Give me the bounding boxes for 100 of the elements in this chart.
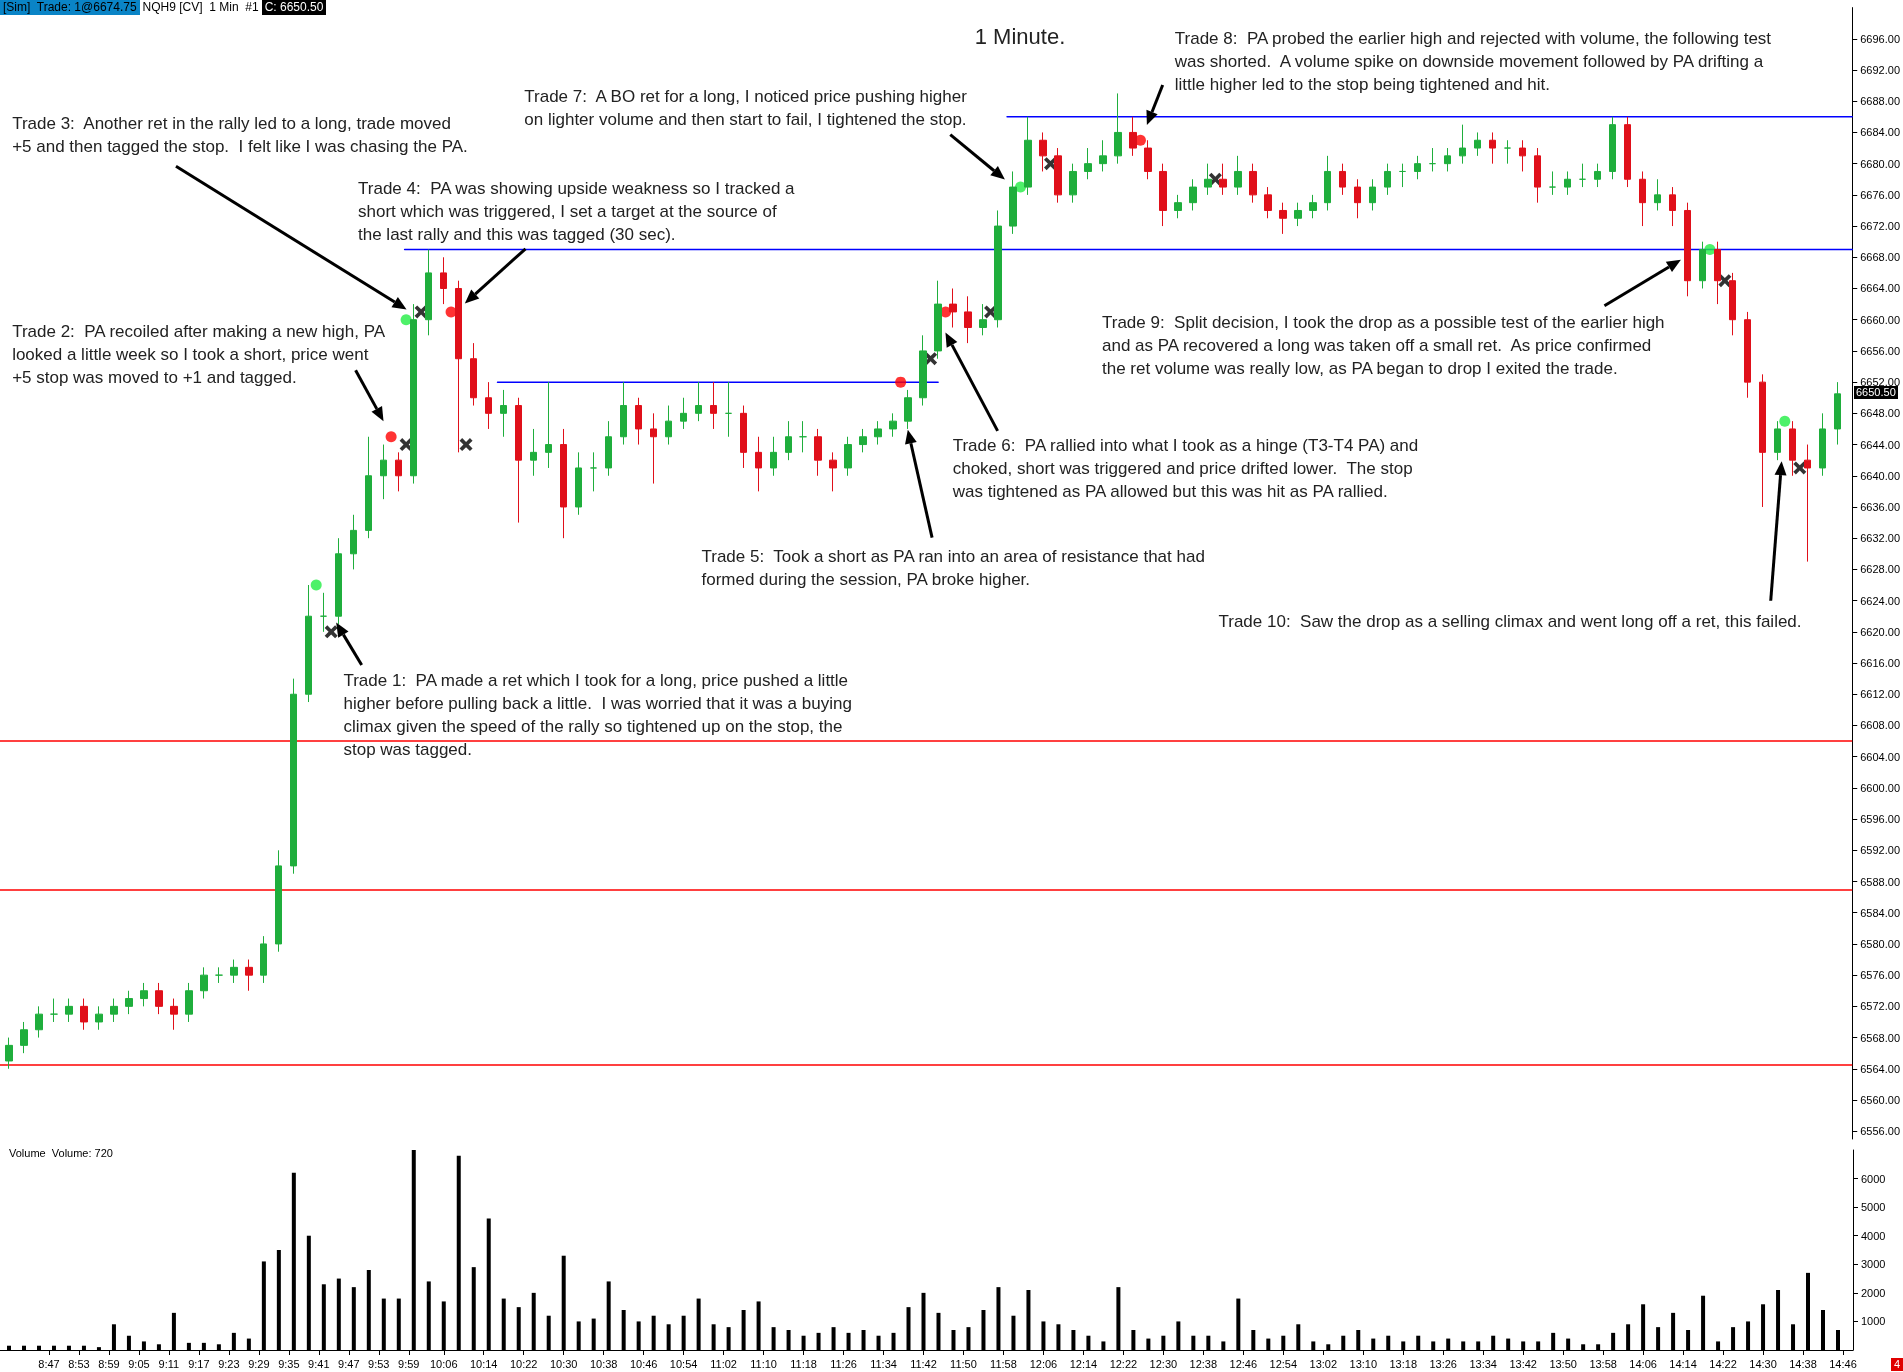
x-tick-label: 13:26 (1429, 1357, 1457, 1370)
x-tick-label: 12:38 (1189, 1357, 1218, 1370)
x-tick-label: 9:29 (248, 1357, 270, 1370)
annotation: Trade 7: A BO ret for a long, I noticed price pushing higher on lighter volume and then start to fail, I tightened the stop. (524, 85, 968, 131)
y-tick-label: 6640.00 (1860, 469, 1900, 482)
y-tick-label: 6688.00 (1860, 95, 1900, 108)
x-tick-label: 14:14 (1669, 1357, 1697, 1370)
x-tick-label: 13:58 (1589, 1357, 1617, 1370)
x-tick-label: 10:22 (509, 1357, 538, 1370)
x-tick-label: 9:59 (398, 1357, 420, 1370)
y-tick-label: 6636.00 (1860, 500, 1900, 513)
text: 1 Minute. (974, 23, 1066, 49)
y-tick-label: 6660.00 (1860, 313, 1900, 326)
x-tick-label: 12:06 (1029, 1357, 1058, 1370)
annotation: Trade 6: PA rallied into what I took as a hinge (T3-T4 PA) and choked, short was triggered and price drifted lower. The stop was tightened as PA allowed but this was hit as PA rallied. (952, 435, 1420, 504)
chart-title: Volume Volume: 720 (9, 1146, 113, 1159)
y-tick-label: 6616.00 (1860, 657, 1900, 670)
y-tick-label: 6648.00 (1860, 407, 1900, 420)
y-tick-label: 6604.00 (1860, 750, 1900, 763)
x-tick-label: 11:58 (990, 1357, 1017, 1370)
annotation: Trade 2: PA recoiled after making a new high, PA looked a little week so I took a short, price went +5 stop was moved to +1 and tagged. (12, 321, 386, 390)
y-tick-label: 6608.00 (1860, 719, 1900, 732)
y-tick-label: 3000 (1861, 1258, 1886, 1271)
annotation: [Sim] Trade: 1@6674.75 (0, 0, 140, 15)
x-tick-label: 13:50 (1549, 1357, 1577, 1370)
y-tick-label: 6692.00 (1860, 64, 1900, 77)
x-tick-label: 12:54 (1269, 1357, 1298, 1370)
y-tick-label: 6632.00 (1860, 532, 1900, 545)
y-tick-label: 6568.00 (1860, 1031, 1900, 1044)
annotation: C: 6650.50 (261, 0, 327, 15)
y-tick-label: 6668.00 (1860, 251, 1900, 264)
x-tick-label: 14:30 (1749, 1357, 1777, 1370)
y-tick-label: 2000 (1861, 1286, 1886, 1299)
y-tick-label: 6652.00 (1860, 376, 1900, 389)
annotation: Trade 3: Another ret in the rally led to a long, trade moved +5 and then tagged the stop. I felt like I was chasing the PA. (12, 112, 469, 158)
annotation: Trade 10: Saw the drop as a selling climax and went long off a ret, this failed. (1218, 611, 1803, 634)
y-tick-label: 6672.00 (1860, 220, 1900, 233)
x-tick-label: 9:35 (278, 1357, 300, 1370)
x-tick-label: 11:18 (790, 1357, 817, 1370)
text: 4 (1890, 1358, 1903, 1371)
x-tick-label: 11:34 (870, 1357, 897, 1370)
x-tick-label: 11:50 (950, 1357, 977, 1370)
y-tick-label: 6588.00 (1860, 875, 1900, 888)
x-tick-label: 12:14 (1069, 1357, 1098, 1370)
y-tick-label: 6580.00 (1860, 937, 1900, 950)
x-tick-label: 8:47 (38, 1357, 60, 1370)
annotation: Trade 9: Split decision, I took the drop as a possible test of the earlier high and as PA recovered a long was taken off a small ret. As price confirmed the ret volume was really low, as PA began to drop I exited the trade. (1101, 311, 1666, 380)
text: 6650.50 (1854, 386, 1898, 400)
x-tick-label: 11:42 (910, 1357, 937, 1370)
x-tick-label: 9:47 (338, 1357, 360, 1370)
x-tick-label: 12:30 (1149, 1357, 1178, 1370)
x-tick-label: 10:46 (629, 1357, 658, 1370)
y-tick-label: 6628.00 (1860, 563, 1900, 576)
y-tick-label: 6656.00 (1860, 344, 1900, 357)
y-tick-label: 6572.00 (1860, 1000, 1900, 1013)
y-tick-label: 6620.00 (1860, 625, 1900, 638)
x-tick-label: 9:53 (368, 1357, 390, 1370)
x-tick-label: 13:10 (1349, 1357, 1378, 1370)
y-tick-label: 6000 (1861, 1172, 1886, 1185)
x-tick-label: 9:23 (218, 1357, 240, 1370)
x-tick-label: 9:05 (128, 1357, 150, 1370)
x-tick-label: 11:10 (750, 1357, 777, 1370)
x-tick-label: 12:46 (1229, 1357, 1258, 1370)
y-tick-label: 6556.00 (1860, 1125, 1900, 1138)
x-tick-label: 10:06 (429, 1357, 458, 1370)
y-tick-label: 4000 (1861, 1229, 1886, 1242)
x-tick-label: 11:02 (710, 1357, 737, 1370)
annotation: Trade 1: PA made a ret which I took for a long, price pushed a little higher before pulling back a little. I was worried that it was a buying climax given the speed of the rally so tightened up on the stop, the stop was tagged. (343, 669, 853, 761)
x-tick-label: 10:14 (469, 1357, 498, 1370)
x-tick-label: 13:18 (1389, 1357, 1418, 1370)
y-tick-label: 6564.00 (1860, 1062, 1900, 1075)
y-tick-label: 6584.00 (1860, 906, 1900, 919)
x-tick-label: 13:02 (1309, 1357, 1338, 1370)
y-tick-label: 6684.00 (1860, 126, 1900, 139)
annotation: Trade 8: PA probed the earlier high and rejected with volume, the following test was shorted. A volume spike on downside movement followed by PA drifting a little higher led to the stop being tightened and hit. (1174, 27, 1773, 96)
x-tick-label: 9:41 (308, 1357, 330, 1370)
y-tick-label: 6600.00 (1860, 781, 1900, 794)
y-tick-label: 1000 (1861, 1315, 1886, 1328)
y-tick-label: 6576.00 (1860, 969, 1900, 982)
x-tick-label: 10:54 (669, 1357, 698, 1370)
x-tick-label: 9:17 (188, 1357, 210, 1370)
y-tick-label: 6696.00 (1860, 32, 1900, 45)
y-tick-label: 6680.00 (1860, 157, 1900, 170)
x-tick-label: 14:06 (1629, 1357, 1657, 1370)
annotation: NQH9 [CV] 1 Min #1 (139, 0, 262, 15)
x-tick-label: 14:38 (1789, 1357, 1817, 1370)
x-tick-label: 9:11 (158, 1357, 180, 1370)
y-tick-label: 5000 (1861, 1201, 1886, 1214)
y-tick-label: 6644.00 (1860, 438, 1900, 451)
x-tick-label: 8:53 (68, 1357, 90, 1370)
x-tick-label: 10:30 (549, 1357, 578, 1370)
y-tick-label: 6560.00 (1860, 1093, 1900, 1106)
y-tick-label: 6676.00 (1860, 188, 1900, 201)
annotation: Trade 5: Took a short as PA ran into an area of resistance that had formed during the session, PA broke higher. (701, 545, 1206, 591)
y-tick-label: 6612.00 (1860, 688, 1900, 701)
x-tick-label: 10:38 (589, 1357, 618, 1370)
y-tick-label: 6592.00 (1860, 844, 1900, 857)
annotation: Trade 4: PA was showing upside weakness so I tracked a short which was triggered, I set a target at the source of the last rally and this was tagged (30 sec). (358, 178, 796, 247)
x-tick-label: 8:59 (98, 1357, 120, 1370)
x-tick-label: 12:22 (1109, 1357, 1138, 1370)
